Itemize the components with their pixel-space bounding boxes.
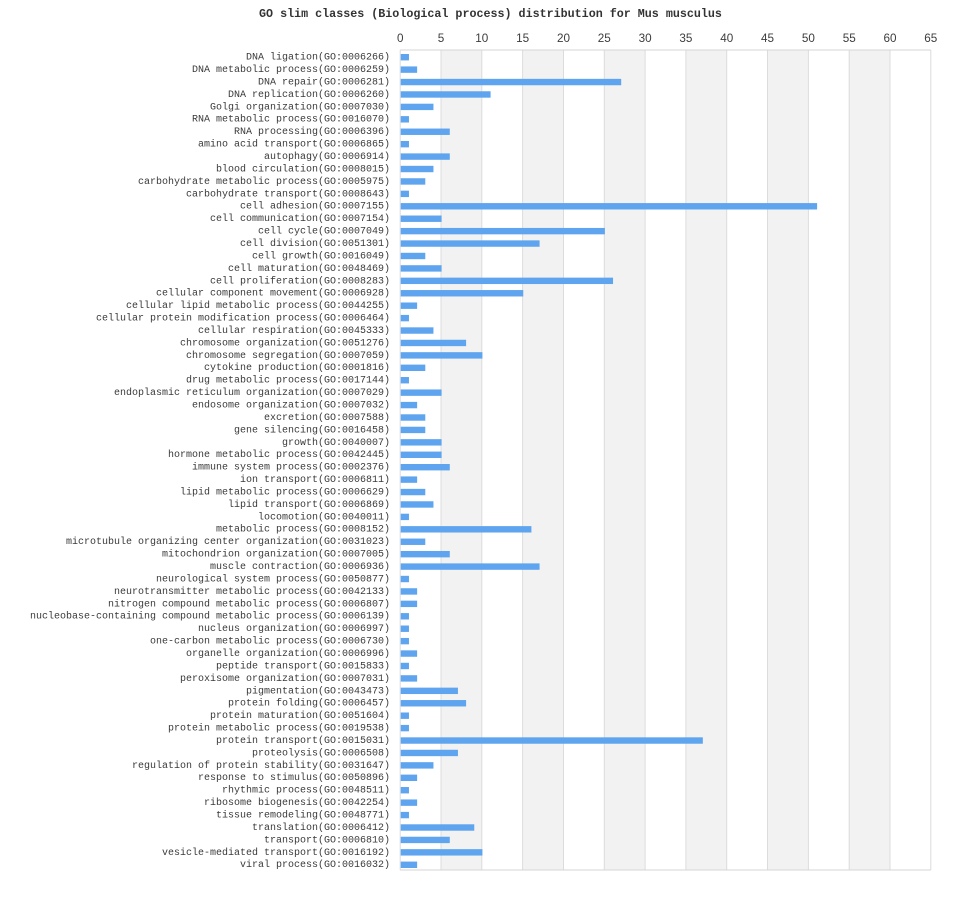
svg-text:cell proliferation(GO:0008283): cell proliferation(GO:0008283) (210, 275, 390, 287)
svg-text:mitochondrion organization(GO:: mitochondrion organization(GO:0007005) (162, 549, 390, 561)
svg-text:endosome organization(GO:00070: endosome organization(GO:0007032) (192, 399, 390, 411)
svg-text:RNA metabolic process(GO:00160: RNA metabolic process(GO:0016070) (192, 114, 390, 126)
svg-text:locomotion(GO:0040011): locomotion(GO:0040011) (258, 511, 390, 523)
svg-text:cellular lipid metabolic proce: cellular lipid metabolic process(GO:0044… (126, 300, 390, 312)
svg-text:proteolysis(GO:0006508): proteolysis(GO:0006508) (252, 747, 390, 759)
svg-text:DNA metabolic process(GO:00062: DNA metabolic process(GO:0006259) (192, 64, 390, 76)
svg-text:protein folding(GO:0006457): protein folding(GO:0006457) (228, 698, 390, 710)
svg-text:nitrogen compound metabolic pr: nitrogen compound metabolic process(GO:0… (108, 598, 390, 610)
svg-text:20: 20 (557, 32, 571, 45)
svg-text:30: 30 (639, 32, 653, 45)
svg-text:55: 55 (843, 32, 857, 45)
svg-text:hormone metabolic process(GO:0: hormone metabolic process(GO:0042445) (168, 449, 390, 461)
svg-text:cytokine production(GO:0001816: cytokine production(GO:0001816) (204, 362, 390, 374)
svg-text:GO slim classes (Biological pr: GO slim classes (Biological process) dis… (259, 7, 722, 21)
svg-text:cell adhesion(GO:0007155): cell adhesion(GO:0007155) (240, 201, 390, 213)
svg-text:nucleobase-containing compound: nucleobase-containing compound metabolic… (30, 611, 390, 623)
svg-text:muscle contraction(GO:0006936): muscle contraction(GO:0006936) (210, 561, 390, 573)
svg-text:immune system process(GO:00023: immune system process(GO:0002376) (192, 462, 390, 474)
svg-text:cellular protein modification: cellular protein modification process(GO… (96, 313, 390, 325)
svg-text:microtubule organizing center: microtubule organizing center organizati… (66, 536, 390, 548)
svg-text:organelle organization(GO:0006: organelle organization(GO:0006996) (186, 648, 390, 660)
svg-text:cell maturation(GO:0048469): cell maturation(GO:0048469) (228, 263, 390, 275)
svg-text:Golgi organization(GO:0007030): Golgi organization(GO:0007030) (210, 101, 390, 113)
svg-text:autophagy(GO:0006914): autophagy(GO:0006914) (264, 151, 390, 163)
svg-text:lipid transport(GO:0006869): lipid transport(GO:0006869) (228, 499, 390, 511)
svg-text:60: 60 (883, 32, 897, 45)
svg-text:blood circulation(GO:0008015): blood circulation(GO:0008015) (216, 163, 390, 175)
svg-text:drug metabolic process(GO:0017: drug metabolic process(GO:0017144) (186, 375, 390, 387)
svg-text:lipid metabolic process(GO:000: lipid metabolic process(GO:0006629) (180, 486, 390, 498)
svg-text:chromosome organization(GO:005: chromosome organization(GO:0051276) (180, 337, 390, 349)
svg-text:10: 10 (475, 32, 489, 45)
svg-text:DNA replication(GO:0006260): DNA replication(GO:0006260) (228, 89, 390, 101)
svg-text:pigmentation(GO:0043473): pigmentation(GO:0043473) (246, 685, 390, 697)
svg-text:65: 65 (924, 32, 938, 45)
svg-text:25: 25 (598, 32, 612, 45)
svg-text:regulation of protein stabilit: regulation of protein stability(GO:00316… (132, 760, 390, 772)
svg-text:neurological system process(GO: neurological system process(GO:0050877) (156, 573, 390, 585)
svg-text:5: 5 (438, 32, 445, 45)
svg-text:peroxisome organization(GO:000: peroxisome organization(GO:0007031) (180, 673, 390, 685)
svg-text:RNA processing(GO:0006396): RNA processing(GO:0006396) (234, 126, 390, 138)
svg-text:endoplasmic reticulum organiza: endoplasmic reticulum organization(GO:00… (114, 387, 390, 399)
svg-text:viral process(GO:0016032): viral process(GO:0016032) (240, 859, 390, 871)
svg-text:carbohydrate metabolic process: carbohydrate metabolic process(GO:000597… (138, 176, 390, 188)
svg-text:protein metabolic process(GO:0: protein metabolic process(GO:0019538) (168, 723, 390, 735)
svg-text:translation(GO:0006412): translation(GO:0006412) (252, 822, 390, 834)
svg-text:amino acid transport(GO:000686: amino acid transport(GO:0006865) (198, 139, 390, 151)
svg-text:cell cycle(GO:0007049): cell cycle(GO:0007049) (258, 226, 390, 238)
svg-text:40: 40 (720, 32, 734, 45)
svg-text:DNA repair(GO:0006281): DNA repair(GO:0006281) (258, 76, 390, 88)
svg-text:cell communication(GO:0007154): cell communication(GO:0007154) (210, 213, 390, 225)
svg-text:metabolic process(GO:0008152): metabolic process(GO:0008152) (216, 524, 390, 536)
svg-text:response to stimulus(GO:005089: response to stimulus(GO:0050896) (198, 772, 390, 784)
svg-text:15: 15 (516, 32, 530, 45)
svg-text:50: 50 (802, 32, 816, 45)
svg-text:vesicle-mediated transport(GO:: vesicle-mediated transport(GO:0016192) (162, 847, 390, 859)
svg-text:tissue remodeling(GO:0048771): tissue remodeling(GO:0048771) (216, 809, 390, 821)
svg-text:gene silencing(GO:0016458): gene silencing(GO:0016458) (234, 424, 390, 436)
svg-text:protein transport(GO:0015031): protein transport(GO:0015031) (216, 735, 390, 747)
svg-text:DNA ligation(GO:0006266): DNA ligation(GO:0006266) (246, 52, 390, 64)
svg-text:protein maturation(GO:0051604): protein maturation(GO:0051604) (210, 710, 390, 722)
svg-text:rhythmic process(GO:0048511): rhythmic process(GO:0048511) (222, 785, 390, 797)
svg-text:excretion(GO:0007588): excretion(GO:0007588) (264, 412, 390, 424)
svg-text:0: 0 (397, 32, 404, 45)
svg-text:nucleus organization(GO:000699: nucleus organization(GO:0006997) (198, 623, 390, 635)
svg-text:growth(GO:0040007): growth(GO:0040007) (282, 437, 390, 449)
svg-text:cellular component movement(GO: cellular component movement(GO:0006928) (156, 288, 390, 300)
svg-text:ion transport(GO:0006811): ion transport(GO:0006811) (240, 474, 390, 486)
svg-text:cell division(GO:0051301): cell division(GO:0051301) (240, 238, 390, 250)
svg-text:chromosome segregation(GO:0007: chromosome segregation(GO:0007059) (186, 350, 390, 362)
svg-text:45: 45 (761, 32, 775, 45)
svg-text:ribosome biogenesis(GO:0042254: ribosome biogenesis(GO:0042254) (204, 797, 390, 809)
svg-text:cellular respiration(GO:004533: cellular respiration(GO:0045333) (198, 325, 390, 337)
svg-text:cell growth(GO:0016049): cell growth(GO:0016049) (252, 250, 390, 262)
svg-text:35: 35 (679, 32, 693, 45)
svg-text:one-carbon metabolic process(G: one-carbon metabolic process(GO:0006730) (150, 636, 390, 648)
svg-text:carbohydrate transport(GO:0008: carbohydrate transport(GO:0008643) (186, 188, 390, 200)
svg-text:transport(GO:0006810): transport(GO:0006810) (264, 834, 390, 846)
svg-text:peptide transport(GO:0015833): peptide transport(GO:0015833) (216, 660, 390, 672)
svg-text:neurotransmitter metabolic pro: neurotransmitter metabolic process(GO:00… (114, 586, 390, 598)
